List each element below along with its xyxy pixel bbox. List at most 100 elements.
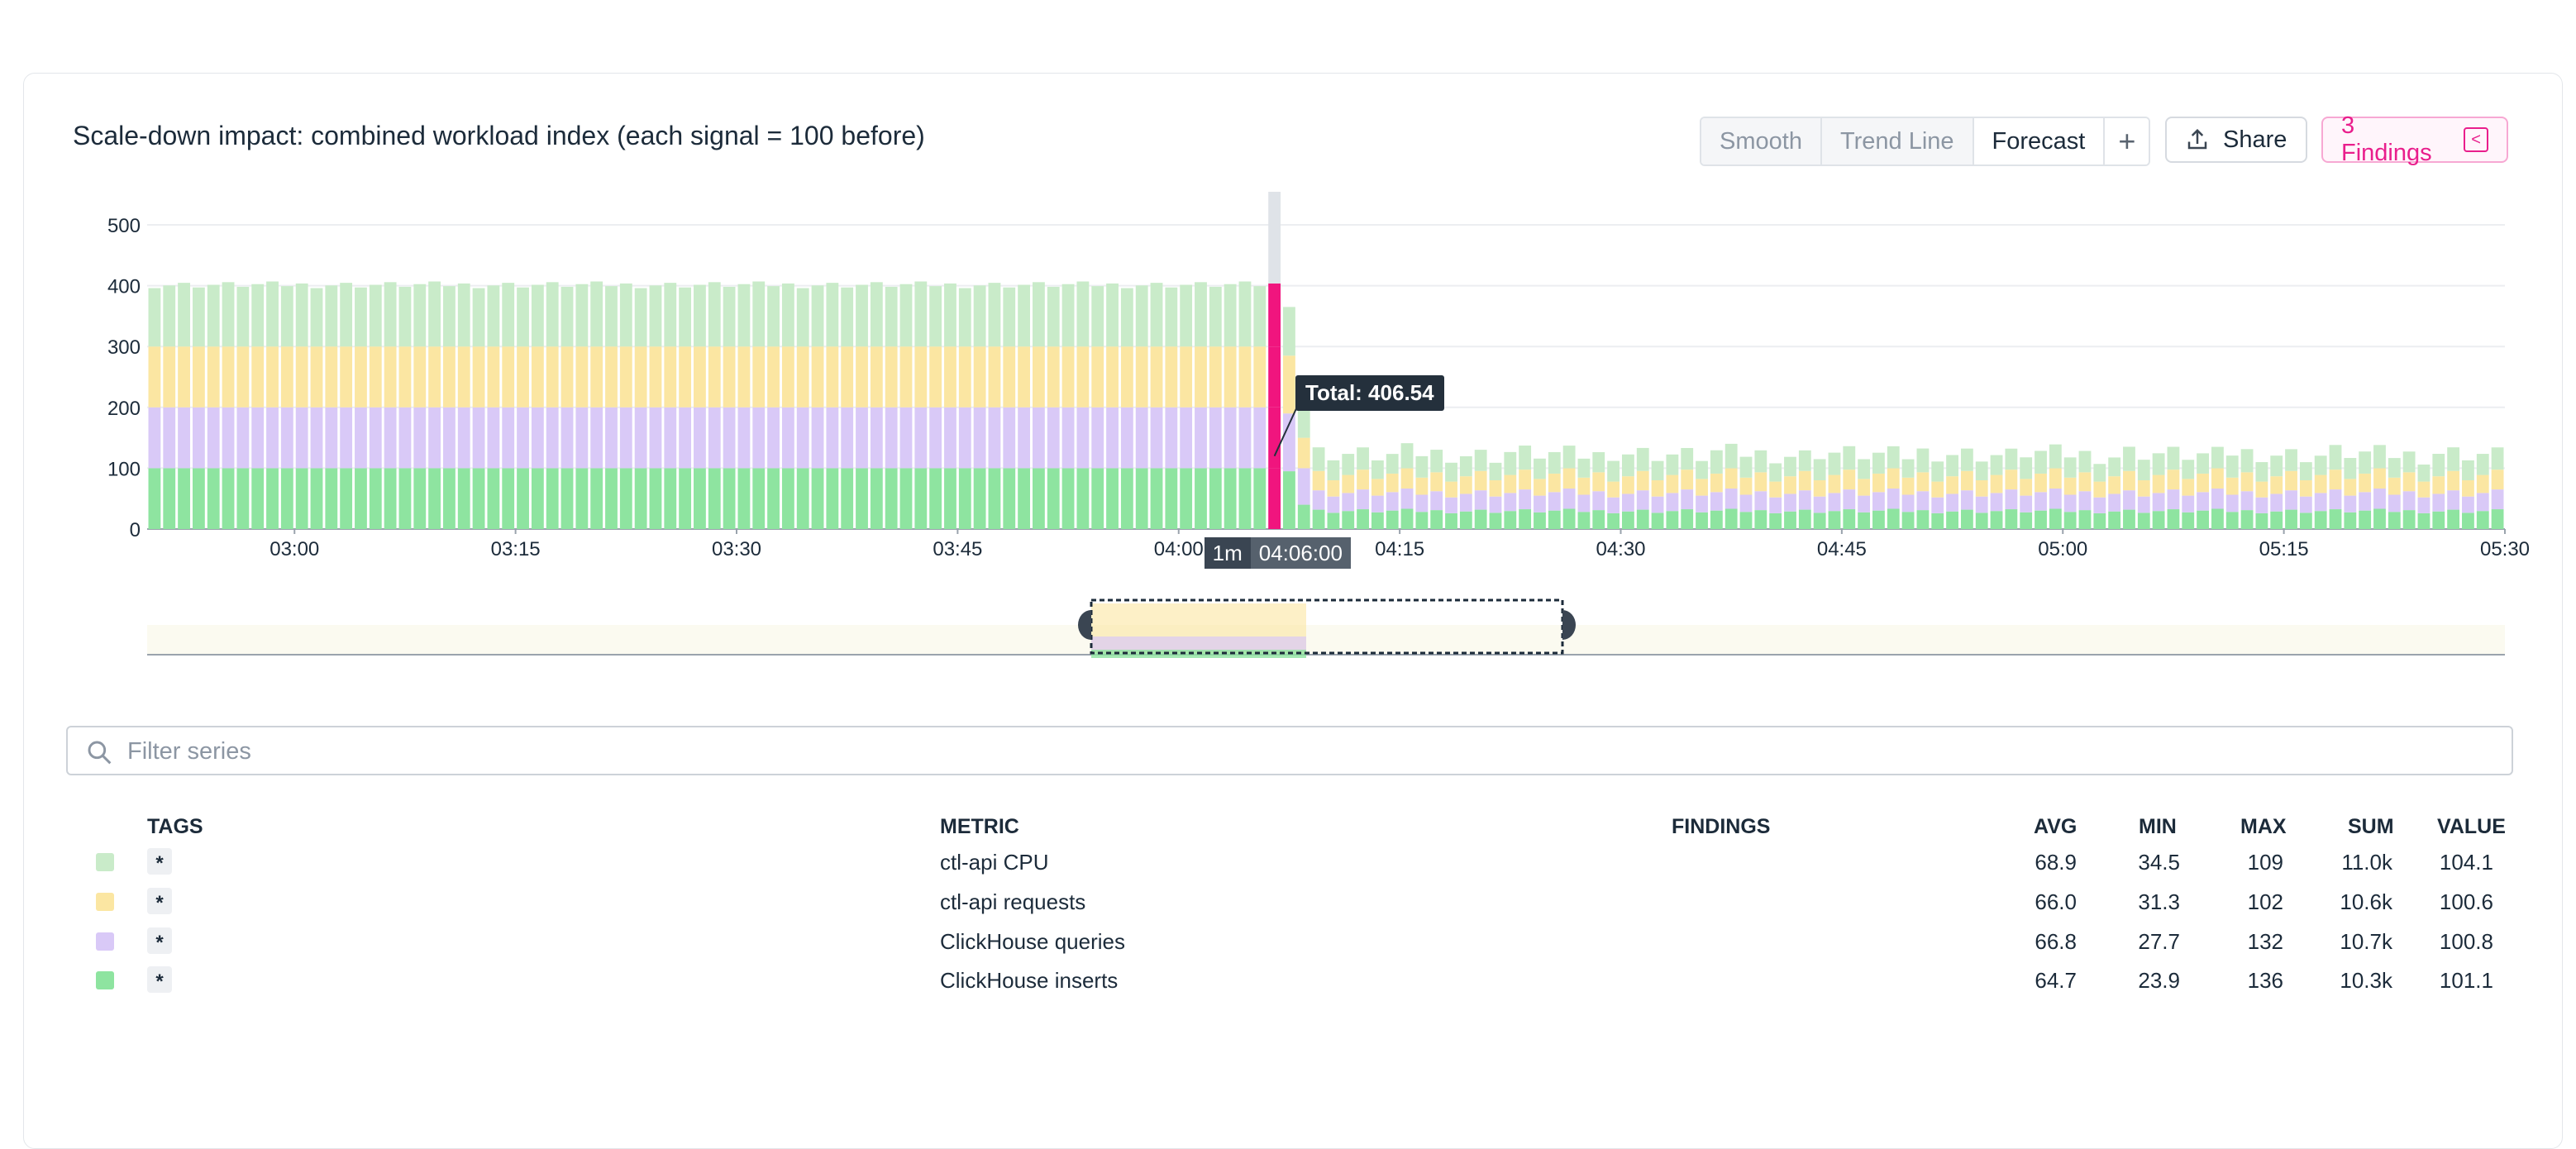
bar-segment: [355, 287, 367, 347]
bar-segment: [1195, 346, 1207, 408]
bar-segment: [1931, 497, 1944, 513]
legend-row[interactable]: * ctl-api requests 66.0 31.3 102 10.6k 100.6: [0, 883, 2576, 921]
bar-segment: [517, 468, 529, 529]
bar-segment: [1946, 476, 1958, 494]
bar-segment: [1754, 450, 1767, 473]
brush-handle-left[interactable]: [1078, 610, 1091, 640]
bar-segment: [1076, 281, 1090, 347]
bar-segment: [2476, 454, 2489, 475]
bar-segment: [1519, 509, 1532, 529]
y-tick-label: 500: [107, 215, 141, 237]
bar-segment: [605, 286, 618, 347]
legend-row[interactable]: * ClickHouse inserts 64.7 23.9 136 10.3k 101.1: [0, 961, 2576, 999]
bar-segment: [1003, 346, 1016, 408]
findings-button[interactable]: 3 Findings <: [2321, 112, 2508, 166]
bar-segment: [2417, 481, 2431, 498]
bar-segment: [1696, 460, 1708, 479]
bar-segment: [1018, 468, 1030, 529]
bar-segment: [1489, 479, 1502, 497]
bar-segment: [694, 407, 706, 469]
bar-segment: [487, 346, 500, 408]
col-header-min[interactable]: MIN: [2139, 815, 2177, 838]
bar-segment: [2137, 460, 2150, 480]
col-header-metric[interactable]: METRIC: [940, 815, 1019, 838]
col-header-sum[interactable]: SUM: [2348, 815, 2394, 838]
bar-segment: [2167, 470, 2180, 490]
bar-segment: [2344, 458, 2357, 479]
col-header-max[interactable]: MAX: [2240, 815, 2287, 838]
bar-segment: [634, 407, 647, 469]
bar-segment: [546, 468, 559, 529]
bar-segment: [325, 468, 338, 529]
legend-row[interactable]: * ClickHouse queries 66.8 27.7 132 10.7k 100.8: [0, 923, 2576, 961]
bar-segment: [517, 346, 529, 408]
bar-segment: [914, 346, 928, 408]
bar-segment: [1960, 470, 1973, 491]
bar-segment: [958, 407, 971, 469]
add-overlay-button[interactable]: +: [2105, 118, 2149, 164]
bar-segment: [2329, 445, 2342, 470]
bar-segment: [2462, 479, 2474, 497]
bar-segment: [295, 346, 308, 408]
bar-segment: [973, 346, 986, 408]
bar-segment: [2491, 470, 2504, 490]
share-button[interactable]: Share: [2165, 117, 2307, 163]
col-header-findings[interactable]: FINDINGS: [1672, 815, 1771, 838]
forecast-button[interactable]: Forecast: [1973, 118, 2106, 164]
bar-segment: [841, 346, 854, 408]
bar-segment: [2359, 492, 2372, 511]
bar-segment: [2123, 446, 2135, 471]
avg-value: 66.0: [2035, 889, 2077, 914]
bar-segment: [1975, 479, 1988, 497]
bar-segment: [1091, 346, 1104, 408]
legend-row[interactable]: * ctl-api CPU 68.9 34.5 109 11.0k 104.1: [0, 843, 2576, 881]
col-header-value[interactable]: VALUE: [2437, 815, 2506, 838]
max-value: 109: [2247, 850, 2283, 875]
series-color-swatch[interactable]: [96, 893, 114, 911]
bar-segment: [1769, 481, 1782, 498]
bar-segment: [1858, 512, 1871, 529]
filter-series-input[interactable]: [126, 734, 2493, 769]
bar-segment: [1091, 286, 1104, 347]
timeseries-chart[interactable]: 0 100 200 300 400 500 03:00 03:15 03:30 03:45 04:0…: [0, 0, 2576, 661]
bar-segment: [2402, 451, 2416, 473]
bar-segment: [2078, 491, 2092, 511]
bar-segment: [355, 407, 367, 469]
panel-toggle-icon: <: [2464, 127, 2488, 152]
bar-segment: [944, 468, 956, 529]
bar-segment: [2388, 512, 2401, 529]
bar-segment: [413, 468, 427, 529]
bar-segment: [1238, 281, 1252, 347]
bar-segment: [148, 346, 161, 408]
series-color-swatch[interactable]: [96, 971, 114, 989]
filter-series-box[interactable]: [66, 726, 2513, 775]
bar-segment: [2005, 448, 2018, 470]
bar-segment: [280, 286, 293, 347]
bar-segment: [236, 346, 250, 408]
x-tick-label: 04:45: [1817, 538, 1867, 560]
series-color-swatch[interactable]: [96, 853, 114, 871]
bar-segment: [1489, 496, 1502, 513]
bar-segment: [1253, 286, 1267, 347]
avg-value: 68.9: [2035, 850, 2077, 875]
bar-segment: [1784, 511, 1796, 529]
bar-segment: [1813, 459, 1826, 480]
bar-segment: [1739, 456, 1753, 478]
col-header-tags[interactable]: TAGS: [147, 815, 203, 838]
trend-line-button[interactable]: Trend Line: [1821, 118, 1974, 164]
bar-segment: [1312, 447, 1325, 471]
bar-segment: [1843, 509, 1856, 529]
bar-segment: [2152, 474, 2165, 493]
series-color-swatch[interactable]: [96, 932, 114, 951]
current-value: 101.1: [2439, 968, 2493, 993]
bar-segment: [1195, 282, 1207, 347]
bar-segment: [1858, 479, 1871, 496]
bar-segment: [443, 346, 456, 408]
brush-handle-right[interactable]: [1562, 610, 1576, 640]
bar-segment: [1813, 496, 1826, 513]
y-tick-label: 0: [130, 519, 141, 541]
smooth-button[interactable]: Smooth: [1701, 118, 1822, 164]
col-header-avg[interactable]: AVG: [2034, 815, 2077, 838]
bar-segment: [1415, 477, 1429, 495]
bar-segment: [1696, 512, 1708, 529]
